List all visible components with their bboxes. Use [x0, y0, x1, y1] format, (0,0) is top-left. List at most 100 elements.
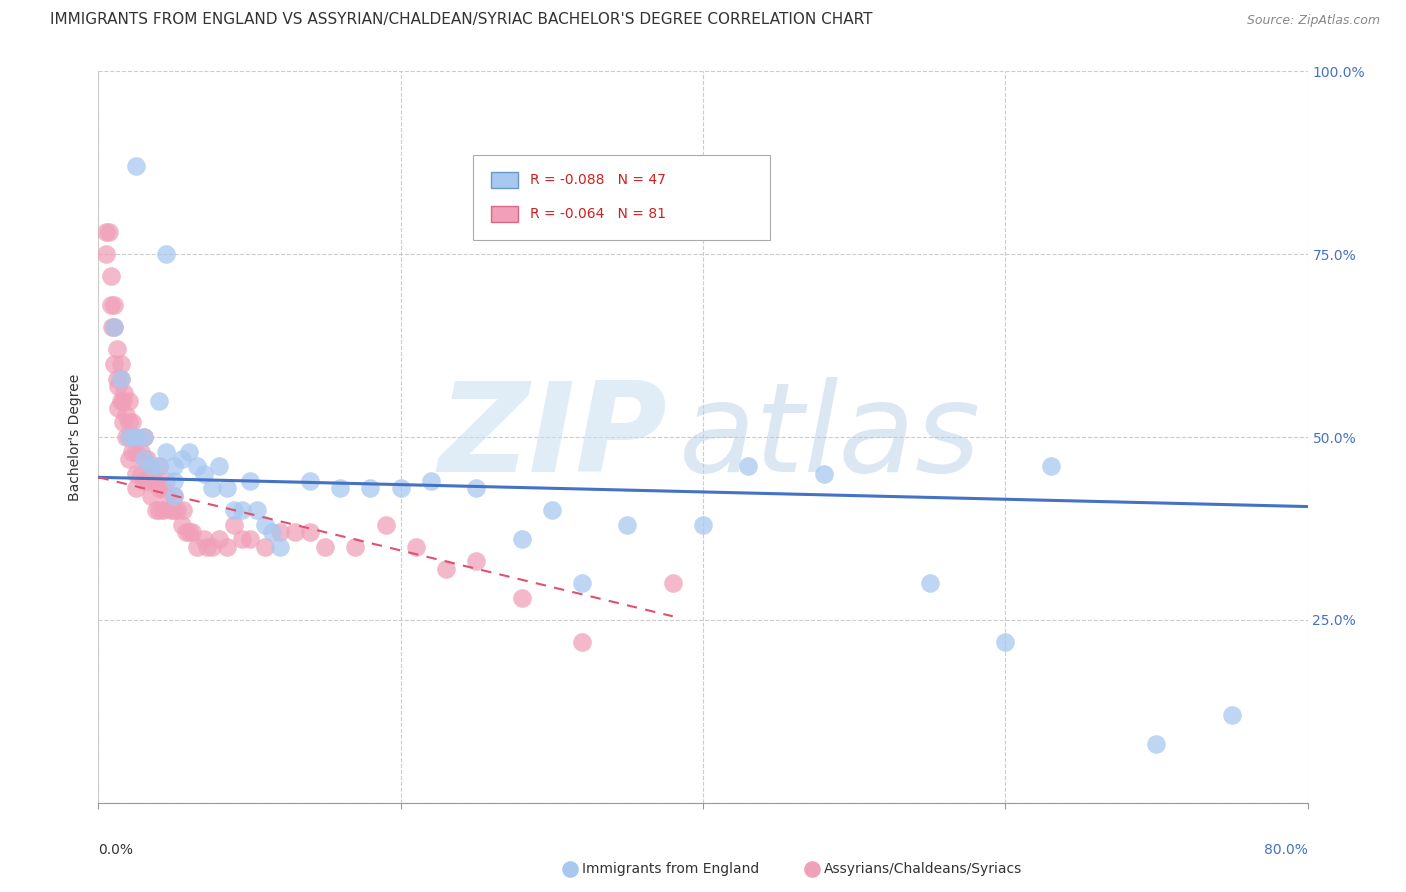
Point — [125, 467, 148, 481]
Point — [1144, 737, 1167, 751]
Point — [163, 474, 186, 488]
Point — [195, 540, 218, 554]
Text: ZIP: ZIP — [439, 376, 666, 498]
Point — [172, 503, 194, 517]
Point — [170, 517, 193, 532]
Text: R = -0.088   N = 47: R = -0.088 N = 47 — [530, 173, 666, 186]
Point — [208, 459, 231, 474]
Point — [540, 503, 562, 517]
Point — [160, 503, 183, 517]
Point — [141, 489, 163, 503]
Point — [155, 474, 177, 488]
Point — [253, 540, 276, 554]
Point — [163, 503, 186, 517]
Point — [118, 416, 141, 430]
Point — [224, 517, 246, 532]
Point — [374, 517, 396, 532]
Point — [129, 467, 152, 481]
Point — [201, 481, 224, 495]
Point — [141, 459, 163, 474]
Point — [125, 160, 148, 174]
Point — [262, 525, 284, 540]
Point — [360, 481, 382, 495]
Point — [284, 525, 307, 540]
Point — [103, 298, 125, 312]
Point — [105, 343, 128, 357]
Y-axis label: Bachelor's Degree: Bachelor's Degree — [69, 374, 83, 500]
Point — [299, 525, 322, 540]
Point — [148, 459, 170, 474]
Point — [1039, 459, 1062, 474]
Point — [141, 467, 163, 481]
Point — [148, 393, 170, 408]
Point — [215, 481, 238, 495]
Point — [224, 503, 246, 517]
Point — [616, 517, 638, 532]
Point — [100, 298, 122, 312]
Point — [181, 525, 204, 540]
Point — [179, 525, 201, 540]
FancyBboxPatch shape — [492, 206, 517, 222]
Point — [239, 474, 262, 488]
Point — [105, 371, 128, 385]
FancyBboxPatch shape — [492, 171, 517, 187]
Point — [107, 379, 129, 393]
Point — [150, 481, 173, 495]
Point — [100, 269, 122, 284]
Point — [110, 393, 132, 408]
Point — [132, 452, 155, 467]
Point — [389, 481, 412, 495]
Point — [420, 474, 443, 488]
FancyBboxPatch shape — [474, 155, 769, 240]
Point — [121, 444, 143, 458]
Point — [193, 467, 215, 481]
Point — [152, 503, 174, 517]
Point — [125, 430, 148, 444]
Point — [110, 371, 132, 385]
Point — [110, 357, 132, 371]
Point — [145, 503, 167, 517]
Point — [269, 525, 291, 540]
Point — [94, 247, 117, 261]
Point — [510, 533, 533, 547]
Point — [676, 862, 699, 876]
Point — [253, 517, 276, 532]
Text: Source: ZipAtlas.com: Source: ZipAtlas.com — [1247, 14, 1381, 28]
Point — [107, 401, 129, 415]
Point — [994, 635, 1017, 649]
Point — [148, 459, 170, 474]
Point — [231, 503, 253, 517]
Point — [1220, 708, 1243, 723]
Point — [125, 444, 148, 458]
Point — [201, 540, 224, 554]
Point — [114, 430, 136, 444]
Point — [125, 481, 148, 495]
Point — [135, 474, 157, 488]
Point — [110, 371, 132, 385]
Point — [215, 540, 238, 554]
Point — [132, 430, 155, 444]
Point — [314, 540, 336, 554]
Point — [918, 576, 941, 591]
Point — [163, 489, 186, 503]
Text: Immigrants from England: Immigrants from England — [582, 862, 759, 876]
Point — [98, 225, 121, 239]
Point — [692, 517, 714, 532]
Point — [571, 576, 593, 591]
Point — [148, 503, 170, 517]
Point — [344, 540, 367, 554]
Point — [299, 474, 322, 488]
Point — [155, 247, 177, 261]
Point — [103, 320, 125, 334]
Point — [163, 489, 186, 503]
Point — [118, 430, 141, 444]
Point — [129, 444, 152, 458]
Point — [94, 225, 117, 239]
Point — [179, 444, 201, 458]
Point — [103, 320, 125, 334]
Text: IMMIGRANTS FROM ENGLAND VS ASSYRIAN/CHALDEAN/SYRIAC BACHELOR'S DEGREE CORRELATIO: IMMIGRANTS FROM ENGLAND VS ASSYRIAN/CHAL… — [51, 12, 873, 28]
Point — [166, 503, 188, 517]
Point — [163, 459, 186, 474]
Point — [571, 635, 593, 649]
Point — [170, 452, 193, 467]
